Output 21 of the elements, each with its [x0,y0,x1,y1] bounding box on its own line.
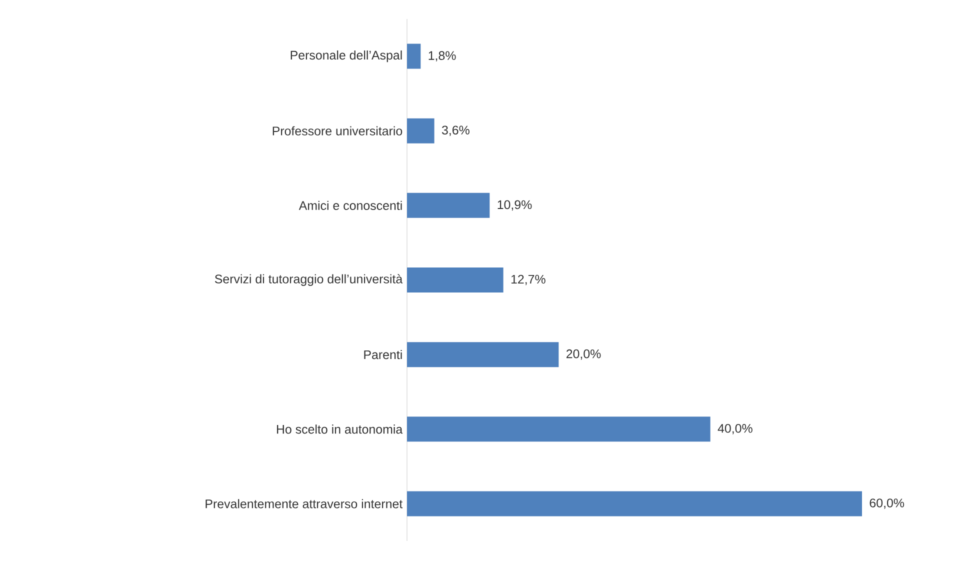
y-tick-label: Parenti [364,350,402,360]
bar [407,267,504,292]
data-label: 1,8% [428,51,456,62]
bar [407,342,559,368]
data-label: 3,6% [442,126,470,136]
y-tick-label: Prevalentemente attraverso internet [206,499,403,508]
data-label: 12,7% [511,274,546,286]
bar [407,192,490,218]
y-tick-label: Ho scelto in autonomia [276,424,403,434]
bar [407,491,862,516]
y-tick-label: Amici e conoscenti [298,200,402,210]
y-tick-label: Personale dell’Aspal [290,50,402,62]
bar [407,118,434,144]
y-tick-label: Servizi di tutoraggio dell’università [214,274,403,286]
bar [407,416,710,442]
data-label: 60,0% [870,498,904,509]
data-label: 20,0% [566,349,601,360]
bar [407,44,421,69]
data-label: 40,0% [718,424,752,434]
data-label: 10,9% [498,200,532,211]
y-tick-label: Professore universitario [272,126,402,136]
